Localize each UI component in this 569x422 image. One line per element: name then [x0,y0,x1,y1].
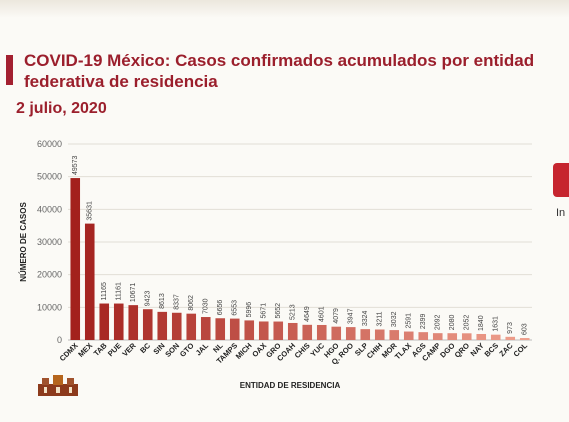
data-label: 2092 [435,314,442,330]
x-tick-label: MEX [76,341,94,359]
bar [99,303,110,340]
government-logo-icon [38,375,78,396]
x-axis-title: ENTIDAD DE RESIDENCIA [240,381,341,390]
title-accent-bar [6,55,13,85]
y-tick-label: 50000 [37,172,62,182]
data-label: 2591 [406,313,413,329]
x-tick-label: VER [120,341,138,359]
chart-title: COVID-19 México: Casos confirmados acumu… [24,51,535,91]
bar [157,311,168,340]
x-tick-label: ZAC [497,341,515,359]
bar [519,338,530,340]
bar [316,324,327,340]
data-label: 2052 [464,315,471,331]
bar [418,332,429,340]
bar [273,321,284,340]
bar [287,322,298,340]
report-date: 2 julio, 2020 [16,100,107,117]
x-tick-label: QRO [453,341,472,360]
data-label: 4601 [319,306,326,322]
bar [70,178,81,340]
x-tick-label: COL [512,341,530,359]
data-label: 5671 [261,303,268,319]
bar [229,318,240,340]
data-label: 11165 [101,282,108,301]
x-tick-label: JAL [194,341,211,358]
x-tick-label: GTO [178,341,196,359]
bar [171,312,182,340]
data-label: 9423 [145,291,152,307]
bar [505,336,516,340]
data-label: 4649 [304,306,311,322]
data-label: 1631 [493,316,500,332]
bar [403,331,414,340]
data-label: 5652 [275,303,282,319]
bar [128,305,139,340]
data-label: 8337 [174,294,181,310]
data-label: 4079 [333,308,340,324]
data-label: 6656 [217,300,224,316]
bar [113,303,124,340]
data-label: 11161 [116,282,123,301]
bar [331,326,342,340]
x-tick-label: OAX [250,341,268,359]
x-tick-label: CHIS [293,341,312,360]
side-panel-button[interactable] [553,163,569,197]
bar [258,321,269,340]
data-label: 10671 [130,283,137,303]
data-label: 1840 [478,315,485,331]
bar [389,330,400,340]
bar [476,333,487,340]
bar [447,333,458,340]
bar [461,333,472,340]
bar [244,320,255,340]
x-tick-label: NAY [469,341,486,358]
y-tick-label: 60000 [37,139,62,149]
bar [490,334,501,340]
data-label: 2080 [449,315,456,331]
y-tick-label: 40000 [37,204,62,214]
bar [302,324,313,340]
data-label: 8613 [159,293,166,309]
y-tick-label: 0 [57,335,62,345]
bar [432,333,443,340]
data-label: 6553 [232,300,239,316]
data-label: 2399 [420,313,427,329]
data-label: 7030 [203,298,210,314]
y-axis-title: NÚMERO DE CASOS [19,202,28,282]
bar [345,327,356,340]
data-label: 35631 [87,201,94,221]
data-label: 3947 [348,308,355,324]
x-tick-label: DGO [438,341,457,360]
data-label: 973 [507,322,514,334]
x-tick-label: SON [163,341,181,359]
x-tick-label: BC [138,341,152,355]
bar [142,309,153,340]
bar [215,318,226,340]
x-tick-label: PUE [106,341,123,358]
x-tick-label: TAB [92,341,109,358]
bar [360,329,371,340]
data-label: 3211 [377,311,384,326]
data-label: 603 [522,323,529,335]
data-label: 3032 [391,311,398,327]
y-tick-label: 10000 [37,302,62,312]
y-tick-label: 20000 [37,270,62,280]
y-tick-label: 30000 [37,237,62,247]
data-label: 5996 [246,302,253,318]
bar [186,313,197,340]
x-tick-label: BCS [483,341,501,359]
data-label: 49573 [72,155,79,175]
data-label: 3324 [362,310,369,326]
data-label: 5213 [290,304,297,320]
side-panel-text: In [556,207,566,219]
data-label: 8062 [188,295,195,311]
bar [374,329,385,340]
bar [200,317,211,340]
bar [84,223,95,340]
